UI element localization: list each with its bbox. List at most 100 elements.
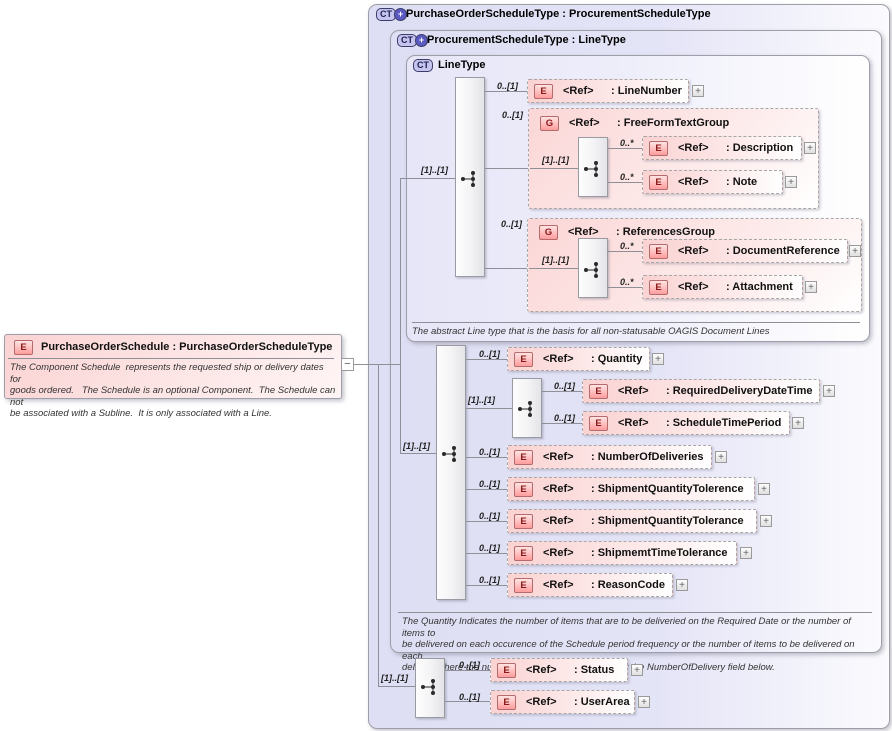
expand-toggle[interactable]: + <box>804 142 816 154</box>
outer-box-title: PurchaseOrderScheduleType : ProcurementS… <box>406 8 711 20</box>
sequence-compositor-bar <box>578 137 608 197</box>
ct-expand-icon[interactable]: + <box>394 8 407 21</box>
cardinality-label: 0..[1] <box>502 110 524 120</box>
collapse-toggle[interactable]: − <box>341 358 354 371</box>
connector-line <box>466 553 507 554</box>
connector-line <box>466 585 507 586</box>
expand-toggle[interactable]: + <box>676 579 688 591</box>
sequence-compositor-bar <box>578 238 608 298</box>
element-row-shipmentquantitytolerence[interactable]: E <Ref> : ShipmentQuantityTolerence <box>507 477 755 501</box>
element-row-shipmemttimetolerance[interactable]: E <Ref> : ShipmemtTimeTolerance <box>507 541 737 565</box>
sequence-icon <box>421 679 435 695</box>
expand-toggle[interactable]: + <box>692 85 704 97</box>
ref-label: <Ref> <box>618 385 649 397</box>
ct-badge-label: CT <box>376 8 396 21</box>
element-badge: E <box>649 174 668 190</box>
ct-badge-label: CT <box>413 59 433 72</box>
element-row-description[interactable]: E <Ref> : Description <box>642 136 802 160</box>
ref-label: <Ref> <box>526 664 557 676</box>
sequence-icon <box>461 171 475 187</box>
cardinality-label: 0..* <box>620 241 634 251</box>
linetype-annotation: The abstract Line type that is the basis… <box>412 326 770 337</box>
expand-toggle[interactable]: + <box>631 664 643 676</box>
expand-toggle[interactable]: + <box>740 547 752 559</box>
ct-badge-linetype: CT <box>413 59 433 72</box>
element-badge: E <box>497 694 516 710</box>
element-row-requireddeliverydatetime[interactable]: E <Ref> : RequiredDeliveryDateTime <box>582 379 820 403</box>
expand-toggle[interactable]: + <box>849 245 861 257</box>
ref-label: <Ref> <box>563 85 594 97</box>
annotation-divider <box>398 612 872 613</box>
element-badge: E <box>534 83 553 99</box>
connector-line <box>445 701 490 702</box>
element-purchaseorderschedule-box[interactable] <box>4 334 342 399</box>
ref-label: <Ref> <box>678 142 709 154</box>
ct-expand-icon[interactable]: + <box>415 34 428 47</box>
connector-line <box>607 251 642 252</box>
expand-toggle[interactable]: + <box>805 281 817 293</box>
ref-label: <Ref> <box>678 176 709 188</box>
ref-label: <Ref> <box>568 226 599 238</box>
element-name: : ReasonCode <box>591 579 665 591</box>
element-name: : LineNumber <box>611 85 682 97</box>
ref-label: <Ref> <box>678 281 709 293</box>
element-box-title: PurchaseOrderSchedule : PurchaseOrderSch… <box>41 341 333 353</box>
annotation-divider <box>412 322 860 323</box>
ref-label: <Ref> <box>678 245 709 257</box>
cardinality-label: 0..* <box>620 277 634 287</box>
element-name: : ShipmemtTimeTolerance <box>591 547 728 559</box>
connector-line <box>445 670 490 671</box>
element-box-header: E PurchaseOrderSchedule : PurchaseOrderS… <box>8 336 332 358</box>
sequence-compositor-bar <box>455 77 485 277</box>
linetype-box-title: LineType <box>438 59 486 71</box>
element-row-scheduletimeperiod[interactable]: E <Ref> : ScheduleTimePeriod <box>582 411 790 435</box>
element-name: : NumberOfDeliveries <box>591 451 704 463</box>
cardinality-label: 0..[1] <box>497 81 519 91</box>
inner-box-title: ProcurementScheduleType : LineType <box>427 34 626 46</box>
expand-toggle[interactable]: + <box>652 353 664 365</box>
element-name: : DocumentReference <box>726 245 840 257</box>
cardinality-label: 0..[1] <box>479 479 501 489</box>
expand-toggle[interactable]: + <box>638 696 650 708</box>
element-name: : RequiredDeliveryDateTime <box>666 385 813 397</box>
element-row-attachment[interactable]: E <Ref> : Attachment <box>642 275 803 299</box>
sequence-compositor-bar <box>436 345 466 600</box>
element-row-reasoncode[interactable]: E <Ref> : ReasonCode <box>507 573 673 597</box>
expand-toggle[interactable]: + <box>823 385 835 397</box>
element-name: : ShipmentQuantityTolerence <box>591 483 744 495</box>
connector-line <box>608 148 642 149</box>
element-row-documentreference[interactable]: E <Ref> : DocumentReference <box>642 239 848 263</box>
connector-line <box>485 268 527 269</box>
group-title-row: G <Ref> : FreeFormTextGroup <box>534 112 729 134</box>
connector-spine-inner <box>400 178 401 453</box>
element-row-quantity[interactable]: E <Ref> : Quantity <box>507 347 650 371</box>
connector-line <box>354 364 400 365</box>
element-row-numberofdeliveries[interactable]: E <Ref> : NumberOfDeliveries <box>507 445 712 469</box>
ref-label: <Ref> <box>543 483 574 495</box>
element-name: : ShipmentQuantityTolerance <box>591 515 744 527</box>
expand-toggle[interactable]: + <box>758 483 770 495</box>
connector-line <box>400 178 455 179</box>
connector-line <box>400 453 436 454</box>
connector-line <box>542 423 582 424</box>
element-row-linenumber[interactable]: E <Ref> : LineNumber <box>527 79 689 103</box>
cardinality-label: 0..[1] <box>554 413 576 423</box>
element-name: : Quantity <box>591 353 643 365</box>
connector-line <box>466 521 507 522</box>
element-row-shipmentquantitytolerance[interactable]: E <Ref> : ShipmentQuantityTolerance <box>507 509 757 533</box>
cardinality-label: 0..[1] <box>479 543 501 553</box>
element-badge: E <box>514 545 533 561</box>
element-badge: E <box>649 243 668 259</box>
element-row-note[interactable]: E <Ref> : Note <box>642 170 783 194</box>
expand-toggle[interactable]: + <box>792 417 804 429</box>
element-row-status[interactable]: E <Ref> : Status <box>490 658 628 682</box>
cardinality-label: 0..[1] <box>459 660 481 670</box>
choice-compositor-bar <box>512 378 542 438</box>
sequence-icon <box>584 161 598 177</box>
element-row-userarea[interactable]: E <Ref> : UserArea <box>490 690 635 714</box>
connector-line <box>378 686 415 687</box>
ref-label: <Ref> <box>543 451 574 463</box>
expand-toggle[interactable]: + <box>785 176 797 188</box>
expand-toggle[interactable]: + <box>715 451 727 463</box>
expand-toggle[interactable]: + <box>760 515 772 527</box>
